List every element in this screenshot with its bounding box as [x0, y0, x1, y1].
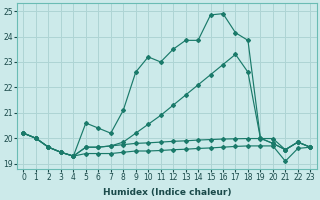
X-axis label: Humidex (Indice chaleur): Humidex (Indice chaleur) — [103, 188, 231, 197]
